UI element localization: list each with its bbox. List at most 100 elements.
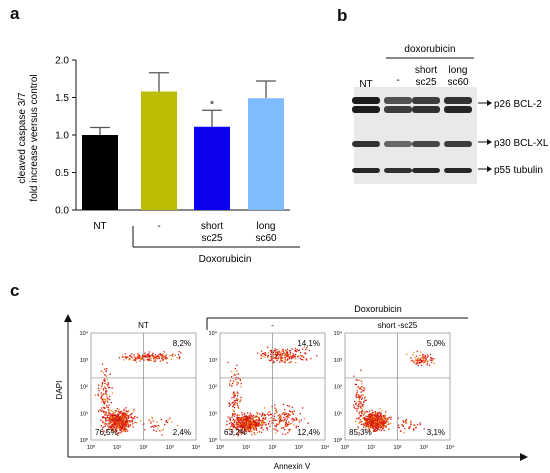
x-tick-label: 10⁰ xyxy=(341,444,350,451)
x-tick-label: sc60 xyxy=(255,233,277,244)
y-tick-label: 10⁰ xyxy=(334,437,343,444)
blot-image xyxy=(352,87,477,184)
dapi-arrowhead xyxy=(64,314,72,322)
blot-lane-label: sc60 xyxy=(447,77,469,88)
quadrant-lower-right: 2,4% xyxy=(173,428,191,437)
y-tick-label: 10⁰ xyxy=(80,437,89,444)
blot-lane-label: sc25 xyxy=(415,77,437,88)
annexin-arrowhead xyxy=(520,453,528,461)
blot-band xyxy=(352,141,380,147)
panel-letter-b: b xyxy=(337,6,348,25)
x-tick-label: 10² xyxy=(269,445,277,451)
y-tick-label: 10⁴ xyxy=(209,330,218,337)
quadrant-lower-left: 63,2% xyxy=(224,428,247,437)
y-tick-label: 10² xyxy=(80,385,88,391)
flow-dots xyxy=(353,350,436,434)
y-tick-label: 10¹ xyxy=(80,411,88,417)
y-axis-label: cleaved caspase 3/7 fold increase veersu… xyxy=(17,74,40,201)
quadrant-upper-right: 14,1% xyxy=(297,339,320,348)
band-label: p55 tubulin xyxy=(494,165,543,176)
x-tick-label: 10⁴ xyxy=(321,444,330,451)
group-label-doxorubicin: Doxorubicin xyxy=(199,254,252,265)
blot-band xyxy=(412,97,440,104)
quadrant-lower-left: 85,3% xyxy=(349,428,372,437)
bar-annotations: * xyxy=(210,99,214,110)
blot-band xyxy=(384,168,412,173)
flow-group-label: Doxorubicin xyxy=(354,304,402,314)
blot-band xyxy=(352,97,380,104)
blot-band xyxy=(412,168,440,173)
blot-header: doxorubicin xyxy=(404,44,455,55)
x-tick-label: 10¹ xyxy=(367,445,375,451)
x-tick-label: 10³ xyxy=(166,445,174,451)
x-tick-label: 10⁰ xyxy=(87,444,96,451)
band-label: p26 BCL-2 xyxy=(494,99,542,110)
x-tick-label: long xyxy=(257,221,276,232)
band-arrowhead xyxy=(487,166,492,172)
x-tick-label: 10⁴ xyxy=(192,444,201,451)
y-tick-label: 10³ xyxy=(334,358,342,364)
caspase-bar-chart: cleaved caspase 3/7 fold increase veersu… xyxy=(17,56,300,265)
panel-letter-a: a xyxy=(10,4,20,23)
bar xyxy=(82,135,118,210)
quadrant-lower-left: 76,5% xyxy=(95,428,118,437)
blot-lane-label: NT xyxy=(359,79,372,90)
y-tick-label: 10⁴ xyxy=(334,330,343,337)
blot-lane-label: - xyxy=(396,75,399,86)
y-tick-label: 0.5 xyxy=(55,168,69,179)
x-tick-label: 10² xyxy=(394,445,402,451)
blot-band xyxy=(412,106,440,113)
blot-band xyxy=(444,106,472,113)
blot-band xyxy=(412,141,440,147)
blot-band xyxy=(384,141,412,147)
y-tick-label: 1.5 xyxy=(55,93,69,104)
quadrant-lower-right: 12,4% xyxy=(297,428,320,437)
blot-band xyxy=(352,168,380,173)
blot-band xyxy=(444,141,472,147)
bar xyxy=(194,126,230,210)
flow-dots xyxy=(226,346,318,437)
x-tick-label: short xyxy=(201,221,223,232)
blot-band xyxy=(444,97,472,104)
significance-marker: * xyxy=(210,99,214,110)
y-tick-label: 0.0 xyxy=(55,206,69,217)
y-ticks: 0.0 0.5 1.0 1.5 2.0 xyxy=(55,56,76,217)
quadrant-upper-right: 5,0% xyxy=(427,339,445,348)
band-arrowhead xyxy=(487,100,492,106)
y-tick-label: 1.0 xyxy=(55,131,69,142)
ylabel-line-1: cleaved caspase 3/7 xyxy=(17,92,28,184)
bar xyxy=(248,98,284,210)
y-tick-label: 10² xyxy=(334,385,342,391)
x-tick-label: 10³ xyxy=(295,445,303,451)
flow-plot-title: - xyxy=(271,321,274,330)
band-arrowhead xyxy=(487,139,492,145)
blot-lane-label: long xyxy=(449,65,468,76)
blot-band xyxy=(384,106,412,113)
blot-band xyxy=(352,106,380,113)
x-tick-label: 10¹ xyxy=(113,445,121,451)
x-tick-label: 10⁰ xyxy=(216,444,225,451)
flow-dots xyxy=(94,350,182,436)
blot-band xyxy=(444,168,472,173)
x-tick-label: 10¹ xyxy=(242,445,250,451)
y-tick-label: 10² xyxy=(209,385,217,391)
y-tick-label: 10⁴ xyxy=(80,330,89,337)
flow-plots: NT8,2%76,5% 2,4%10⁰10⁰10¹10¹10²10²10³10³1… xyxy=(80,321,455,451)
x-tick-label: NT xyxy=(93,221,106,232)
y-tick-label: 10³ xyxy=(209,358,217,364)
y-tick-label: 10³ xyxy=(80,358,88,364)
panel-letter-c: c xyxy=(10,281,20,300)
bar xyxy=(141,91,177,210)
bars xyxy=(82,91,284,210)
error-bars xyxy=(90,72,276,135)
dapi-axis-label: DAPI xyxy=(55,381,64,400)
quadrant-lower-right: 3,1% xyxy=(427,428,445,437)
blot-band-labels: p26 BCL-2 p30 BCL-XL p55 tubulin xyxy=(478,99,549,176)
y-tick-label: 2.0 xyxy=(55,56,69,67)
quadrant-upper-right: 8,2% xyxy=(173,339,191,348)
